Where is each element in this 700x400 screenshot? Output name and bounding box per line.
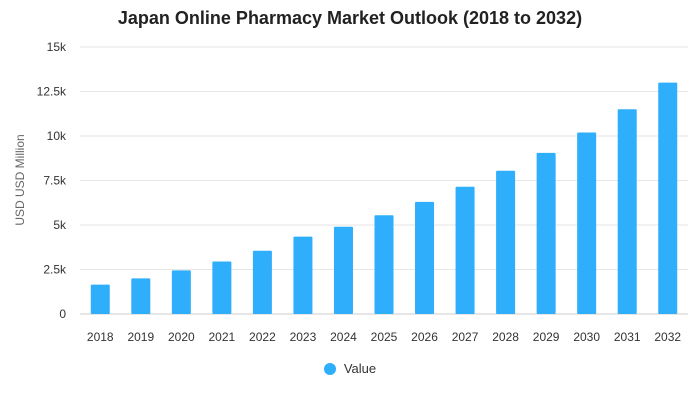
legend-label[interactable]: Value [343,361,377,376]
bar-2020[interactable] [171,270,191,314]
y-tick-label: 0 [59,307,66,321]
bar-2028[interactable] [496,170,516,314]
bar-2022[interactable] [252,250,272,314]
x-tick-label: 2026 [411,330,438,344]
legend: Value [0,361,700,376]
x-axis-ticks: 2018 2019 2020 2021 2022 2023 2024 2025 2026 2027… [87,330,681,344]
x-tick-label: 2021 [209,330,236,344]
bar-2031[interactable] [617,109,637,314]
y-axis-title: USD USD Million [13,134,27,225]
bar-2023[interactable] [293,236,313,314]
x-tick-label: 2020 [168,330,195,344]
x-tick-label: 2029 [533,330,560,344]
x-tick-label: 2025 [371,330,398,344]
x-tick-label: 2031 [614,330,641,344]
bar-2026[interactable] [415,201,435,314]
y-tick-label: 15k [47,40,67,54]
y-tick-label: 2.5k [43,263,67,277]
y-tick-label: 10k [47,129,67,143]
bar-2032[interactable] [658,82,678,314]
bar-2030[interactable] [577,132,597,314]
y-axis-ticks: 0 2.5k 5k 7.5k 10k 12.5k 15k [37,40,67,321]
x-tick-label: 2024 [330,330,357,344]
x-tick-label: 2019 [127,330,154,344]
x-tick-label: 2032 [654,330,681,344]
y-tick-label: 7.5k [43,174,67,188]
legend-marker-icon [323,362,336,375]
x-tick-label: 2023 [290,330,317,344]
y-tick-label: 12.5k [37,85,67,99]
x-tick-label: 2030 [573,330,600,344]
bar-2029[interactable] [536,152,556,314]
x-tick-label: 2018 [87,330,114,344]
y-tick-label: 5k [53,218,67,232]
bar-2018[interactable] [90,284,110,314]
x-tick-label: 2022 [249,330,276,344]
x-tick-label: 2028 [492,330,519,344]
bars [90,82,678,314]
bar-2025[interactable] [374,215,394,314]
bar-2024[interactable] [333,226,353,314]
bar-2019[interactable] [131,278,151,314]
chart-title: Japan Online Pharmacy Market Outlook (20… [117,8,583,28]
bar-2021[interactable] [212,261,232,314]
x-tick-label: 2027 [452,330,479,344]
bar-2027[interactable] [455,186,475,314]
